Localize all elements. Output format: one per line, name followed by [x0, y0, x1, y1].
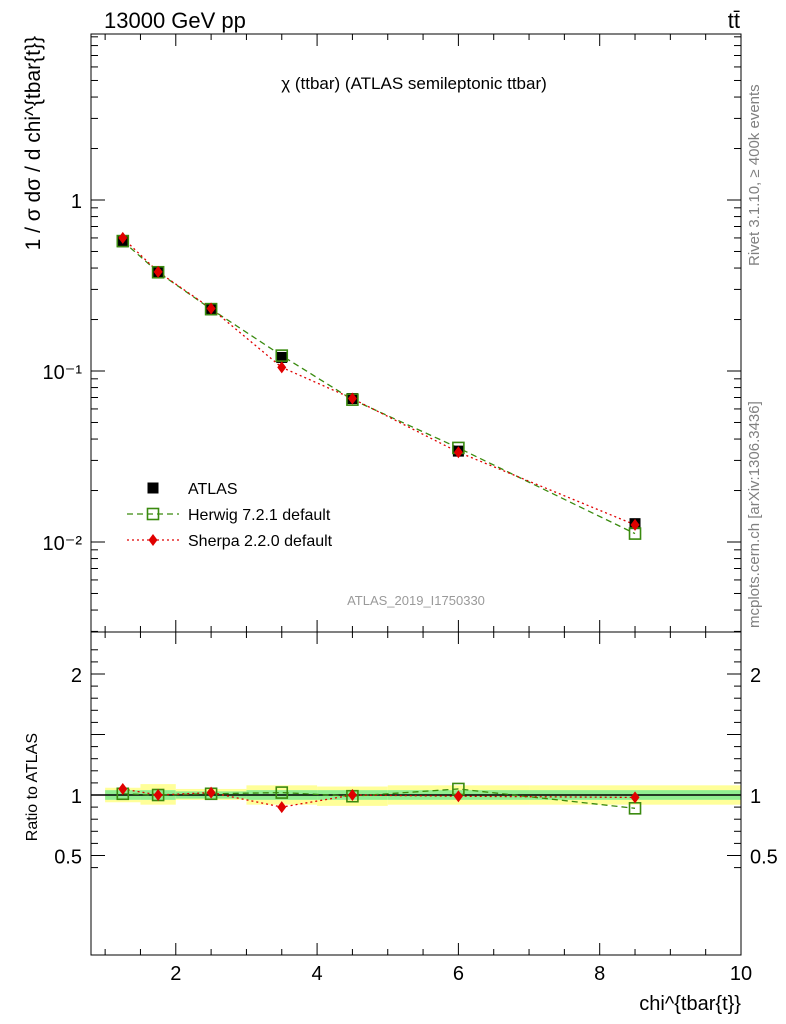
data-point: [206, 302, 216, 315]
y-tick-label: 1: [750, 786, 761, 808]
y-tick-label: 0.5: [54, 847, 82, 869]
data-point: [153, 265, 163, 278]
data-point: [276, 351, 288, 363]
legend-label: Sherpa 2.2.0 default: [188, 533, 333, 550]
data-point: [118, 231, 128, 244]
ratio-point: [206, 786, 216, 799]
ratio-point: [347, 789, 357, 801]
data-point: [453, 446, 463, 459]
chart-title: χ (ttbar) (ATLAS semileptonic ttbar): [281, 74, 547, 93]
chart-watermark: ATLAS_2019_I1750330: [347, 593, 485, 608]
data-point: [347, 392, 357, 405]
legend-label: ATLAS: [188, 481, 238, 498]
ratio-point: [630, 791, 640, 804]
y-tick-label: 2: [750, 665, 761, 687]
ratio-point: [275, 786, 289, 799]
ratio-point: [277, 801, 287, 814]
data-point: [630, 518, 640, 531]
x-tick-label: 10: [730, 963, 752, 985]
y-tick-label: 1: [71, 786, 82, 808]
x-tick-label: 8: [594, 963, 605, 985]
y-tick-label: 10⁻²: [43, 533, 83, 555]
legend-marker: [146, 507, 160, 521]
ratio-point: [453, 790, 463, 803]
y-tick-label: 10⁻¹: [43, 362, 83, 384]
data-point: [275, 349, 289, 362]
energy-label: 13000 GeV pp: [104, 8, 246, 33]
legend-label: Herwig 7.2.1 default: [188, 507, 331, 524]
y-tick-label: 0.5: [750, 847, 778, 869]
ratio-panel: 2 4 6 8 10 0.5 0.5 1 1 2 2 Ratio to ATLAS chi^{tbar{…: [24, 631, 778, 1015]
y-tick-label: 2: [71, 665, 82, 687]
x-tick-label: 6: [453, 963, 464, 985]
main-panel: 1 10⁻¹ 10⁻² χ (ttbar) (ATLAS semileptonic t…: [22, 33, 742, 633]
ratio-point: [118, 782, 128, 795]
ratio-frame: [90, 631, 742, 956]
data-point: [277, 361, 287, 374]
rivet-version-label: Rivet 3.1.10, ≥ 400k events: [746, 84, 763, 266]
legend-marker: [147, 482, 159, 494]
y-axis-label: 1 / σ dσ / d chi^{tbar{t}}: [22, 36, 45, 250]
x-tick-label: 4: [312, 963, 323, 985]
mcplots-source-label: mcplots.cern.ch [arXiv:1306.3436]: [746, 401, 763, 628]
y-tick-label: 1: [71, 191, 82, 213]
x-axis-label: chi^{tbar{t}}: [639, 993, 741, 1015]
process-label: tt̄: [727, 8, 740, 33]
x-tick-label: 2: [170, 963, 181, 985]
ratio-point: [153, 789, 163, 801]
ratio-y-axis-label: Ratio to ATLAS: [24, 733, 41, 841]
legend-marker: [148, 534, 158, 546]
